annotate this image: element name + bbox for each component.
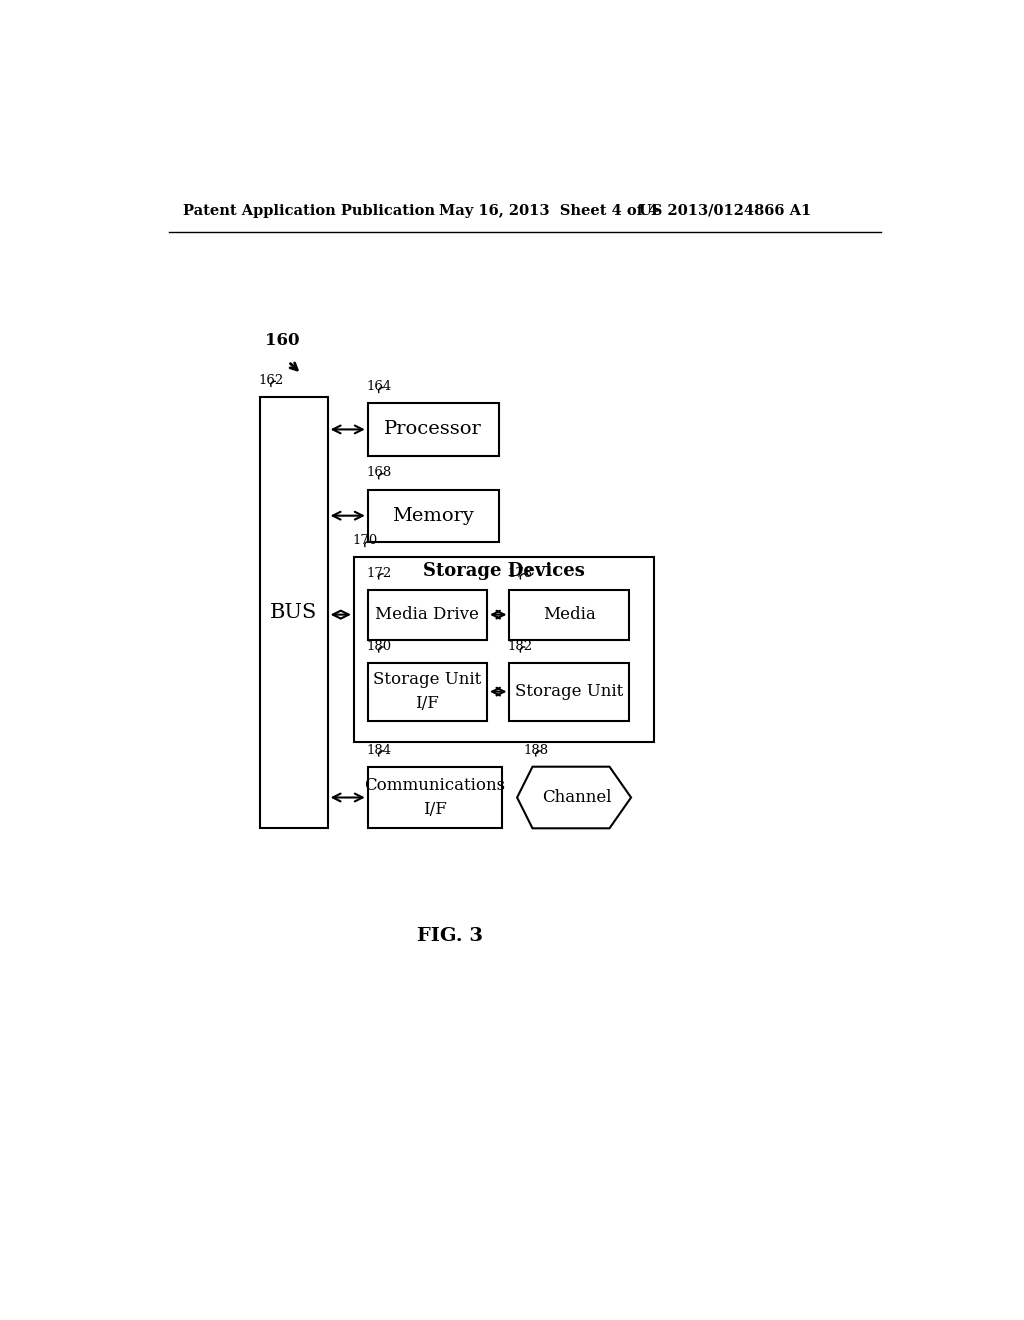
Bar — [368, 767, 503, 829]
Bar — [368, 590, 487, 640]
Text: 188: 188 — [523, 743, 549, 756]
Text: FIG. 3: FIG. 3 — [417, 927, 483, 945]
Text: Media Drive: Media Drive — [376, 606, 479, 623]
Bar — [368, 404, 499, 455]
Bar — [368, 663, 487, 721]
Text: Patent Application Publication: Patent Application Publication — [183, 203, 435, 218]
Text: Communications
I/F: Communications I/F — [365, 777, 506, 818]
Text: Storage Devices: Storage Devices — [423, 562, 585, 579]
Text: BUS: BUS — [270, 603, 317, 622]
Text: 168: 168 — [367, 466, 391, 479]
Text: 182: 182 — [508, 640, 532, 653]
Text: 172: 172 — [367, 566, 391, 579]
Text: May 16, 2013  Sheet 4 of 4: May 16, 2013 Sheet 4 of 4 — [438, 203, 657, 218]
Text: Storage Unit: Storage Unit — [515, 684, 624, 700]
Text: Storage Unit
I/F: Storage Unit I/F — [374, 672, 481, 711]
Text: 178: 178 — [508, 566, 534, 579]
Text: US 2013/0124866 A1: US 2013/0124866 A1 — [639, 203, 811, 218]
Text: 184: 184 — [367, 743, 391, 756]
Text: 180: 180 — [367, 640, 391, 653]
Text: 164: 164 — [367, 380, 391, 393]
Text: 162: 162 — [258, 374, 284, 387]
Bar — [354, 557, 654, 742]
Bar — [509, 663, 629, 721]
Text: Processor: Processor — [384, 421, 482, 438]
Text: Media: Media — [543, 606, 595, 623]
Text: 160: 160 — [265, 333, 300, 350]
Bar — [368, 490, 499, 541]
Text: Memory: Memory — [392, 507, 474, 524]
Polygon shape — [517, 767, 631, 829]
Bar — [260, 397, 328, 829]
Text: 170: 170 — [352, 535, 378, 548]
Bar — [509, 590, 629, 640]
Text: Channel: Channel — [543, 789, 612, 807]
